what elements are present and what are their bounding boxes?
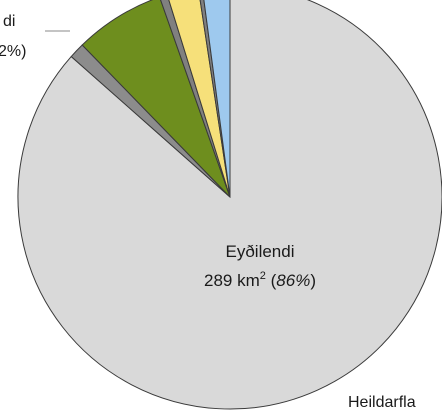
footer-text: Heildarfla bbox=[348, 394, 416, 411]
main-slice-value: 289 km2 (86%) bbox=[204, 270, 316, 290]
pie-slice-2 bbox=[81, 0, 231, 198]
main-pct-open: ( bbox=[266, 271, 277, 290]
partial-label-name: di bbox=[3, 13, 15, 30]
pie-slice-6 bbox=[203, 0, 231, 198]
pie-slice-4 bbox=[168, 0, 231, 198]
main-pct-close: ) bbox=[310, 271, 316, 290]
main-value-sup: 2 bbox=[260, 270, 266, 282]
partial-label-percent: 2%) bbox=[0, 43, 26, 60]
main-slice-label: Eyðilendi bbox=[226, 242, 295, 261]
pie-slice-3 bbox=[160, 0, 231, 198]
main-value-text: 289 km bbox=[204, 271, 260, 290]
pie-slice-0 bbox=[17, 0, 442, 410]
pie-slices bbox=[17, 0, 442, 410]
main-pct: 86% bbox=[276, 271, 310, 290]
